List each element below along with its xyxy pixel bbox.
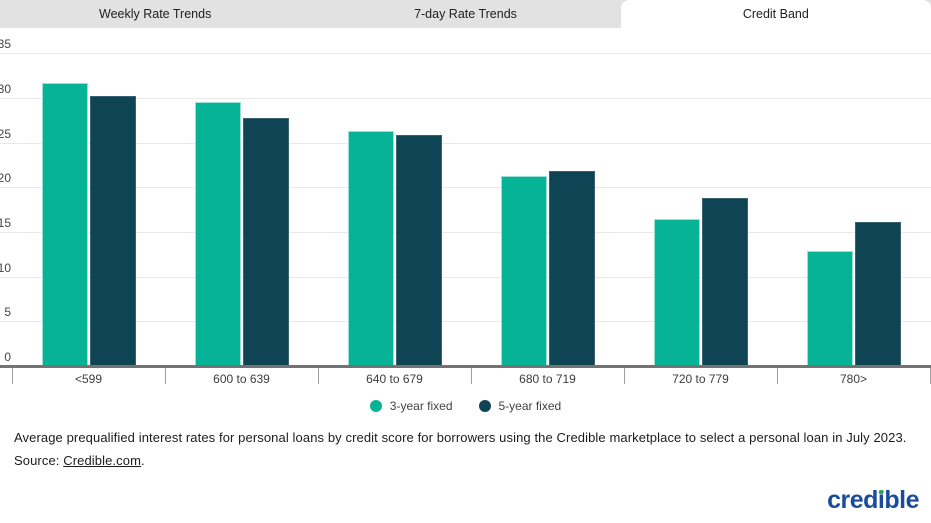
credible-link[interactable]: Credible.com bbox=[63, 453, 142, 468]
legend-item-5-year-fixed: 5-year fixed bbox=[478, 399, 562, 413]
source-label: Source: bbox=[14, 453, 64, 468]
legend-item-3-year-fixed: 3-year fixed bbox=[369, 399, 453, 413]
legend-dot-icon bbox=[478, 400, 491, 412]
y-axis-label-10: 10 bbox=[0, 260, 11, 275]
plot-area: 0 5 10 15 20 25 30 35 <599 600 to 639 640 to 679 68… bbox=[0, 28, 931, 390]
x-axis-label-2: 600 to 639 bbox=[213, 372, 270, 386]
y-axis-label-30: 30 bbox=[0, 81, 11, 96]
x-axis-label-6: 780> bbox=[839, 372, 868, 386]
credible-logo: credı ble bbox=[827, 486, 919, 514]
legend-dot-icon bbox=[369, 400, 382, 412]
bar-3-year-fixed-6[interactable] bbox=[806, 250, 853, 366]
tab-weekly-rate-trends[interactable]: Weekly Rate Trends bbox=[0, 0, 310, 28]
x-axis-tick-3 bbox=[471, 368, 472, 384]
bar-5-year-fixed-3[interactable] bbox=[395, 135, 442, 366]
y-axis-label-5: 5 bbox=[4, 305, 11, 320]
y-axis-label-0: 0 bbox=[4, 350, 11, 364]
tab-bar: Weekly Rate Trends 7-day Rate Trends Cre… bbox=[0, 0, 931, 28]
x-axis-label-4: 680 to 719 bbox=[519, 372, 576, 386]
logo-text-prefix: cred bbox=[827, 486, 878, 514]
tab-label: 7-day Rate Trends bbox=[414, 7, 517, 21]
x-axis-tick-5 bbox=[777, 368, 778, 384]
bar-3-year-fixed-5[interactable] bbox=[653, 219, 700, 366]
y-axis-label-25: 25 bbox=[0, 126, 11, 141]
bar-5-year-fixed-1[interactable] bbox=[89, 96, 136, 366]
x-axis-label-5: 720 to 779 bbox=[672, 372, 729, 386]
gridline-30 bbox=[0, 97, 931, 99]
x-axis-line bbox=[0, 365, 931, 368]
x-axis-tick-1 bbox=[165, 368, 166, 384]
tab-label: Credit Band bbox=[742, 7, 809, 21]
logo-i-dot bbox=[878, 489, 884, 495]
logo-i-stem: ı bbox=[877, 486, 885, 514]
gridline-10 bbox=[0, 276, 931, 278]
chart-caption: Average prequalified interest rates for … bbox=[14, 426, 921, 472]
y-axis-label-15: 15 bbox=[0, 215, 11, 230]
bar-5-year-fixed-2[interactable] bbox=[242, 118, 289, 366]
legend-label: 5-year fixed bbox=[498, 399, 562, 413]
logo-letter-i: ı bbox=[877, 486, 885, 514]
gridline-25 bbox=[0, 142, 931, 144]
gridline-20 bbox=[0, 187, 931, 189]
gridline-35 bbox=[0, 53, 931, 55]
bar-3-year-fixed-2[interactable] bbox=[194, 102, 241, 366]
x-axis-tick-4 bbox=[624, 368, 625, 384]
legend-label: 3-year fixed bbox=[389, 399, 453, 413]
x-axis-label-3: 640 to 679 bbox=[366, 372, 423, 386]
chart-legend: 3-year fixed 5-year fixed bbox=[0, 396, 931, 416]
source-period: . bbox=[141, 453, 145, 468]
bar-5-year-fixed-5[interactable] bbox=[701, 197, 748, 366]
x-axis-tick-2 bbox=[318, 368, 319, 384]
tab-label: Weekly Rate Trends bbox=[99, 7, 212, 21]
tab-7day-rate-trends[interactable]: 7-day Rate Trends bbox=[310, 0, 620, 28]
gridline-15 bbox=[0, 231, 931, 233]
gridline-5 bbox=[0, 321, 931, 323]
caption-text: Average prequalified interest rates for … bbox=[14, 430, 907, 445]
bar-5-year-fixed-6[interactable] bbox=[854, 222, 901, 366]
x-axis-label-1: <599 bbox=[74, 372, 103, 386]
y-axis-label-20: 20 bbox=[0, 171, 11, 186]
bar-3-year-fixed-1[interactable] bbox=[41, 82, 88, 366]
bar-3-year-fixed-3[interactable] bbox=[347, 130, 394, 366]
x-axis-tick-0 bbox=[12, 368, 13, 384]
bar-5-year-fixed-4[interactable] bbox=[548, 171, 595, 366]
bar-3-year-fixed-4[interactable] bbox=[500, 176, 547, 366]
logo-text-suffix: ble bbox=[884, 486, 919, 514]
y-axis-label-35: 35 bbox=[0, 37, 11, 52]
tab-credit-band[interactable]: Credit Band bbox=[620, 0, 931, 28]
